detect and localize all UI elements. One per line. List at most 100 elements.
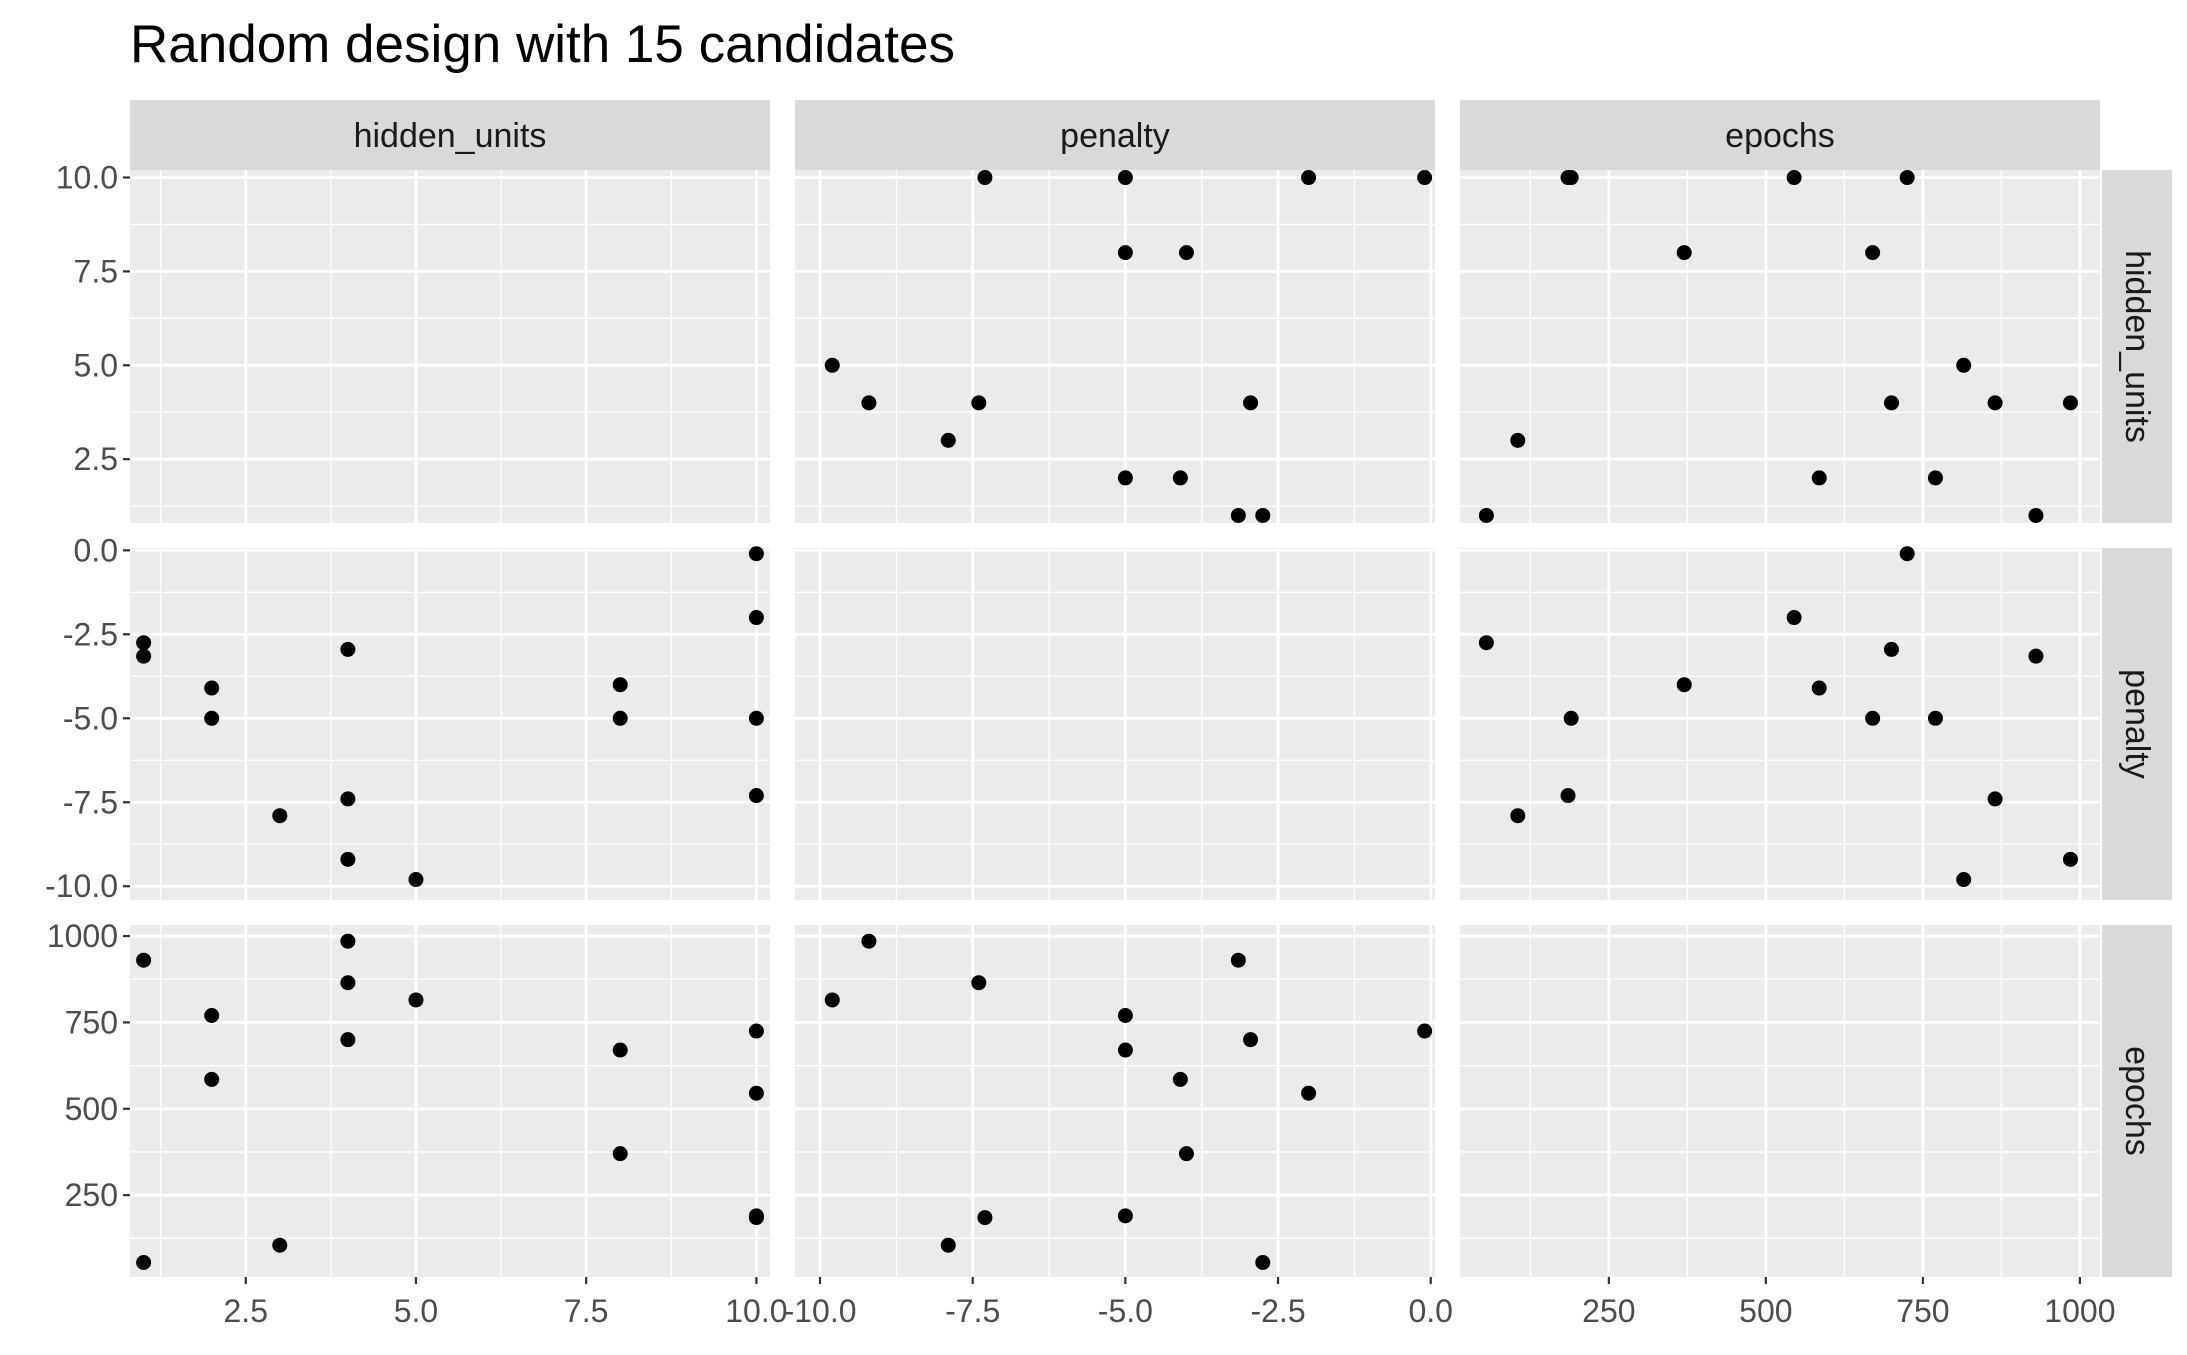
data-point-hidden_units-vs-penalty-14 [1230, 507, 1246, 523]
data-point-epochs-vs-hidden_units-6 [408, 992, 424, 1008]
facet-strip-top-penalty [795, 100, 1435, 170]
data-point-epochs-vs-hidden_units-7 [340, 1032, 356, 1048]
data-point-penalty-vs-hidden_units-6 [408, 872, 424, 888]
y-tick-label-penalty: -10.0 [45, 868, 118, 904]
data-point-epochs-vs-hidden_units-0 [748, 1023, 764, 1039]
data-point-hidden_units-vs-epochs-5 [1865, 245, 1881, 261]
data-point-hidden_units-vs-epochs-13 [1478, 507, 1494, 523]
data-point-epochs-vs-penalty-2 [1117, 1208, 1133, 1224]
facet-strip-right-penalty [2102, 548, 2172, 900]
x-tick-label-penalty: -2.5 [1250, 1293, 1305, 1329]
y-tick-label-penalty: -7.5 [63, 784, 118, 820]
x-tick-label-epochs: 250 [1582, 1293, 1635, 1329]
data-point-penalty-vs-hidden_units-10 [272, 808, 288, 824]
y-tick-label-hidden_units: 5.0 [74, 347, 118, 383]
data-point-penalty-vs-hidden_units-0 [748, 546, 764, 562]
data-point-hidden_units-vs-epochs-8 [1987, 395, 2003, 411]
facet-strip-top-hidden_units [130, 100, 770, 170]
data-point-penalty-vs-hidden_units-11 [204, 680, 220, 696]
data-point-penalty-vs-hidden_units-7 [340, 641, 356, 657]
facet-label-right-epochs: epochs [2118, 1046, 2156, 1156]
data-point-hidden_units-vs-epochs-9 [2062, 395, 2078, 411]
panel-epochs-vs-hidden_units [130, 925, 770, 1277]
x-tick-label-penalty: -10.0 [784, 1293, 857, 1329]
panel-epochs-vs-penalty [795, 925, 1435, 1277]
data-point-penalty-vs-epochs-4 [1676, 677, 1692, 693]
y-tick-label-penalty: 0.0 [74, 532, 118, 568]
x-tick-label-hidden_units: 7.5 [564, 1293, 608, 1329]
panel-penalty-vs-penalty [795, 548, 1435, 900]
x-tick-label-hidden_units: 5.0 [394, 1293, 438, 1329]
data-point-hidden_units-vs-epochs-10 [1510, 432, 1526, 448]
panel-penalty-vs-epochs [1460, 548, 2100, 900]
data-point-penalty-vs-epochs-12 [1927, 710, 1943, 726]
data-point-hidden_units-vs-penalty-12 [1117, 470, 1133, 486]
data-point-epochs-vs-hidden_units-13 [136, 1254, 152, 1270]
panel-penalty-vs-hidden_units [130, 548, 770, 900]
data-point-hidden_units-vs-penalty-8 [971, 395, 987, 411]
data-point-epochs-vs-hidden_units-5 [612, 1042, 628, 1058]
x-tick-label-penalty: 0.0 [1408, 1293, 1452, 1329]
data-point-penalty-vs-epochs-3 [1560, 788, 1576, 804]
data-point-penalty-vs-epochs-6 [1956, 872, 1972, 888]
x-tick-label-epochs: 1000 [2044, 1293, 2115, 1329]
data-point-epochs-vs-penalty-12 [1117, 1008, 1133, 1024]
y-tick-label-hidden_units: 10.0 [56, 160, 118, 196]
data-point-penalty-vs-hidden_units-1 [748, 610, 764, 626]
x-tick-label-penalty: -5.0 [1098, 1293, 1153, 1329]
data-point-hidden_units-vs-epochs-3 [1560, 170, 1576, 186]
data-point-hidden_units-vs-penalty-9 [861, 395, 877, 411]
facet-label-top-penalty: penalty [1060, 117, 1170, 155]
data-point-penalty-vs-hidden_units-8 [340, 791, 356, 807]
chart-title: Random design with 15 candidates [130, 15, 955, 74]
data-point-epochs-vs-hidden_units-4 [612, 1146, 628, 1162]
data-point-epochs-vs-penalty-8 [971, 975, 987, 991]
data-point-penalty-vs-epochs-9 [2062, 851, 2078, 867]
data-point-penalty-vs-hidden_units-4 [612, 677, 628, 693]
data-point-penalty-vs-epochs-14 [2028, 648, 2044, 664]
x-tick-label-hidden_units: 2.5 [224, 1293, 268, 1329]
data-point-hidden_units-vs-penalty-7 [1243, 395, 1259, 411]
data-point-epochs-vs-hidden_units-10 [272, 1237, 288, 1253]
x-tick-label-epochs: 750 [1896, 1293, 1949, 1329]
data-point-hidden_units-vs-penalty-3 [977, 170, 993, 186]
y-tick-label-hidden_units: 7.5 [74, 253, 118, 289]
data-point-hidden_units-vs-epochs-1 [1786, 170, 1802, 186]
data-point-epochs-vs-penalty-14 [1230, 952, 1246, 968]
panel-hidden_units-vs-penalty [795, 170, 1435, 523]
data-point-penalty-vs-hidden_units-3 [748, 788, 764, 804]
data-point-epochs-vs-penalty-6 [824, 992, 840, 1008]
data-point-epochs-vs-hidden_units-12 [204, 1008, 220, 1024]
y-tick-label-epochs: 250 [65, 1177, 118, 1213]
data-point-hidden_units-vs-epochs-4 [1676, 245, 1692, 261]
data-point-hidden_units-vs-penalty-6 [824, 357, 840, 373]
data-point-penalty-vs-epochs-5 [1865, 710, 1881, 726]
data-point-epochs-vs-penalty-1 [1301, 1085, 1317, 1101]
y-tick-label-hidden_units: 2.5 [74, 441, 118, 477]
data-point-epochs-vs-penalty-13 [1255, 1254, 1271, 1270]
data-point-epochs-vs-hidden_units-3 [748, 1210, 764, 1226]
data-point-hidden_units-vs-penalty-13 [1255, 507, 1271, 523]
data-point-epochs-vs-hidden_units-9 [340, 933, 356, 949]
facet-label-top-hidden_units: hidden_units [354, 117, 547, 155]
data-point-hidden_units-vs-penalty-2 [1117, 170, 1133, 186]
x-tick-label-penalty: -7.5 [945, 1293, 1000, 1329]
y-tick-label-penalty: -5.0 [63, 700, 118, 736]
facet-strip-top-epochs [1460, 100, 2100, 170]
y-tick-label-penalty: -2.5 [63, 616, 118, 652]
data-point-penalty-vs-hidden_units-12 [204, 710, 220, 726]
data-point-hidden_units-vs-epochs-6 [1956, 357, 1972, 373]
data-point-epochs-vs-penalty-9 [861, 933, 877, 949]
data-point-hidden_units-vs-penalty-1 [1301, 170, 1317, 186]
data-point-penalty-vs-hidden_units-13 [136, 635, 152, 651]
data-point-epochs-vs-penalty-7 [1243, 1032, 1259, 1048]
data-point-penalty-vs-epochs-0 [1899, 546, 1915, 562]
data-point-hidden_units-vs-epochs-12 [1927, 470, 1943, 486]
data-point-penalty-vs-epochs-13 [1478, 635, 1494, 651]
data-point-hidden_units-vs-epochs-7 [1883, 395, 1899, 411]
data-point-penalty-vs-epochs-2 [1563, 710, 1579, 726]
facet-strip-right-epochs [2102, 925, 2172, 1277]
data-point-penalty-vs-epochs-10 [1510, 808, 1526, 824]
data-point-hidden_units-vs-epochs-14 [2028, 507, 2044, 523]
